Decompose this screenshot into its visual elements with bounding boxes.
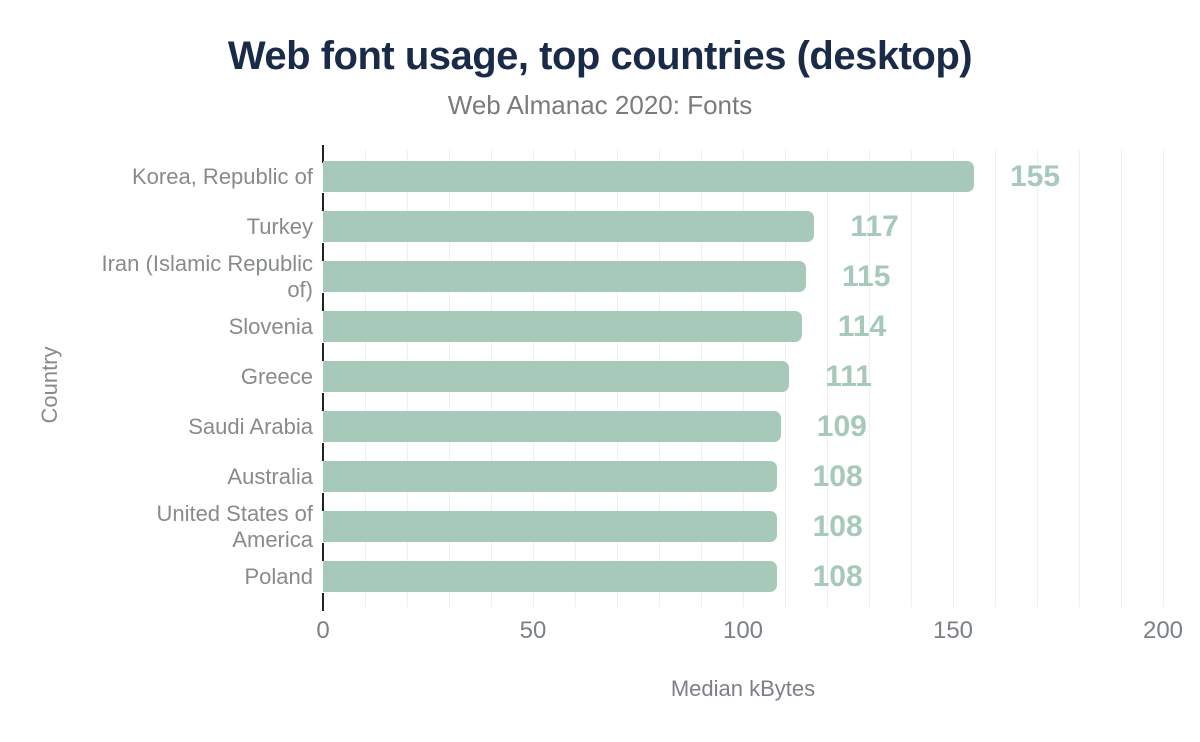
y-axis-tick (322, 443, 324, 461)
y-axis-tick (322, 593, 324, 611)
gridline (1078, 150, 1080, 607)
y-axis-tick (322, 293, 324, 311)
gridline (826, 150, 828, 607)
value-label: 111 (825, 359, 872, 393)
gridline (1120, 150, 1122, 607)
chart-title: Web font usage, top countries (desktop) (227, 34, 973, 78)
y-axis-title: Country (37, 346, 62, 424)
value-label: 114 (837, 309, 887, 343)
category-label: Iran (Islamic Republic of) (101, 250, 313, 302)
x-axis-tick-label: 0 (316, 617, 330, 644)
x-axis-tick-label: 50 (519, 617, 547, 644)
category-label: Poland (244, 563, 313, 589)
bar-iran-islamic-republic-of (323, 261, 806, 292)
value-label: 108 (812, 559, 863, 593)
bar-korea-republic-of (323, 161, 974, 192)
gridline (910, 150, 912, 607)
y-axis-tick (322, 343, 324, 361)
value-label: 117 (850, 209, 899, 243)
y-axis-tick (322, 543, 324, 561)
bar-australia (323, 461, 777, 492)
category-label: Korea, Republic of (132, 163, 313, 189)
value-label: 108 (812, 459, 863, 493)
category-label: Saudi Arabia (188, 413, 313, 439)
y-axis-tick (322, 145, 324, 163)
y-axis-tick (322, 393, 324, 411)
gridline (994, 150, 996, 607)
value-label: 115 (842, 259, 891, 293)
gridline (1036, 150, 1038, 607)
gridline (868, 150, 870, 607)
bar-united-states-of-america (323, 511, 777, 542)
category-label: Slovenia (228, 313, 313, 339)
category-label: Australia (227, 463, 313, 489)
value-label: 108 (812, 509, 863, 543)
category-label: Greece (240, 363, 313, 389)
x-axis-tick-label: 100 (722, 617, 764, 644)
chart-subtitle: Web Almanac 2020: Fonts (447, 90, 753, 120)
gridline (1162, 150, 1164, 607)
category-label: Turkey (246, 213, 313, 239)
bar-poland (323, 561, 777, 592)
plot-area: 155 117 115 114 111 109 108 108 108 (322, 145, 1164, 611)
bar-turkey (323, 211, 815, 242)
value-label: 109 (816, 409, 867, 443)
y-axis-tick (322, 193, 324, 211)
category-label: United States of America (156, 500, 313, 552)
bar-saudi-arabia (323, 411, 781, 442)
x-axis-title: Median kBytes (670, 676, 816, 701)
value-label: 155 (1010, 159, 1061, 193)
x-axis-tick-label: 150 (932, 617, 974, 644)
y-axis-tick (322, 243, 324, 261)
bar-greece (323, 361, 790, 392)
x-axis-tick-label: 200 (1142, 617, 1184, 644)
bar-slovenia (323, 311, 802, 342)
gridline (952, 150, 954, 607)
y-axis-tick (322, 493, 324, 511)
